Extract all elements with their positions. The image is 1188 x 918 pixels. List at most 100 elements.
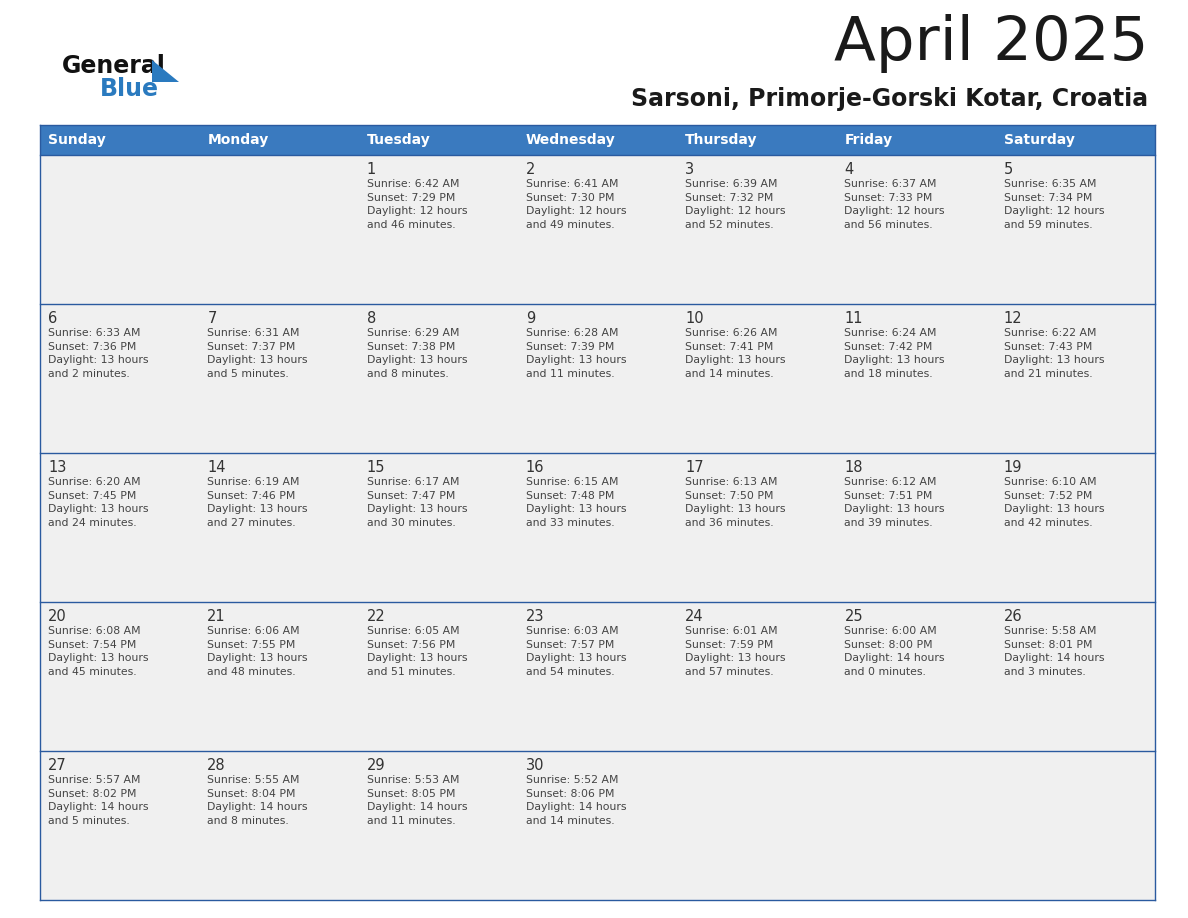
- Text: Sunrise: 5:57 AM
Sunset: 8:02 PM
Daylight: 14 hours
and 5 minutes.: Sunrise: 5:57 AM Sunset: 8:02 PM Dayligh…: [48, 775, 148, 826]
- Text: Saturday: Saturday: [1004, 133, 1075, 147]
- Text: Sunrise: 6:37 AM
Sunset: 7:33 PM
Daylight: 12 hours
and 56 minutes.: Sunrise: 6:37 AM Sunset: 7:33 PM Dayligh…: [845, 179, 944, 230]
- Bar: [40, 125, 200, 155]
- Text: Sunrise: 6:05 AM
Sunset: 7:56 PM
Daylight: 13 hours
and 51 minutes.: Sunrise: 6:05 AM Sunset: 7:56 PM Dayligh…: [367, 626, 467, 677]
- Text: 16: 16: [526, 460, 544, 475]
- Text: 23: 23: [526, 609, 544, 624]
- Bar: [40, 751, 200, 900]
- Text: Sunrise: 5:52 AM
Sunset: 8:06 PM
Daylight: 14 hours
and 14 minutes.: Sunrise: 5:52 AM Sunset: 8:06 PM Dayligh…: [526, 775, 626, 826]
- Text: 11: 11: [845, 311, 862, 326]
- Text: 30: 30: [526, 758, 544, 773]
- Text: Sunrise: 6:22 AM
Sunset: 7:43 PM
Daylight: 13 hours
and 21 minutes.: Sunrise: 6:22 AM Sunset: 7:43 PM Dayligh…: [1004, 328, 1104, 379]
- Text: Sunrise: 6:10 AM
Sunset: 7:52 PM
Daylight: 13 hours
and 42 minutes.: Sunrise: 6:10 AM Sunset: 7:52 PM Dayligh…: [1004, 477, 1104, 528]
- Text: Sunrise: 6:19 AM
Sunset: 7:46 PM
Daylight: 13 hours
and 27 minutes.: Sunrise: 6:19 AM Sunset: 7:46 PM Dayligh…: [207, 477, 308, 528]
- Bar: [836, 125, 996, 155]
- Text: 29: 29: [367, 758, 385, 773]
- Text: Sunrise: 6:15 AM
Sunset: 7:48 PM
Daylight: 13 hours
and 33 minutes.: Sunrise: 6:15 AM Sunset: 7:48 PM Dayligh…: [526, 477, 626, 528]
- Bar: [40, 304, 200, 453]
- Bar: [200, 751, 359, 900]
- Text: Sunrise: 6:00 AM
Sunset: 8:00 PM
Daylight: 14 hours
and 0 minutes.: Sunrise: 6:00 AM Sunset: 8:00 PM Dayligh…: [845, 626, 944, 677]
- Text: 21: 21: [207, 609, 226, 624]
- Text: Sunday: Sunday: [48, 133, 106, 147]
- Text: General: General: [62, 54, 166, 78]
- Bar: [359, 453, 518, 602]
- Text: Sunrise: 6:42 AM
Sunset: 7:29 PM
Daylight: 12 hours
and 46 minutes.: Sunrise: 6:42 AM Sunset: 7:29 PM Dayligh…: [367, 179, 467, 230]
- Bar: [677, 751, 836, 900]
- Bar: [359, 751, 518, 900]
- Text: 9: 9: [526, 311, 535, 326]
- Text: Sunrise: 6:20 AM
Sunset: 7:45 PM
Daylight: 13 hours
and 24 minutes.: Sunrise: 6:20 AM Sunset: 7:45 PM Dayligh…: [48, 477, 148, 528]
- Bar: [200, 125, 359, 155]
- Text: 22: 22: [367, 609, 385, 624]
- Text: Tuesday: Tuesday: [367, 133, 430, 147]
- Bar: [518, 602, 677, 751]
- Text: 15: 15: [367, 460, 385, 475]
- Text: 24: 24: [685, 609, 703, 624]
- Text: 4: 4: [845, 162, 854, 177]
- Text: 28: 28: [207, 758, 226, 773]
- Bar: [359, 155, 518, 304]
- Bar: [200, 155, 359, 304]
- Text: April 2025: April 2025: [834, 14, 1148, 73]
- Bar: [359, 125, 518, 155]
- Bar: [677, 602, 836, 751]
- Text: 26: 26: [1004, 609, 1023, 624]
- Text: Sunrise: 6:08 AM
Sunset: 7:54 PM
Daylight: 13 hours
and 45 minutes.: Sunrise: 6:08 AM Sunset: 7:54 PM Dayligh…: [48, 626, 148, 677]
- Text: Sunrise: 6:33 AM
Sunset: 7:36 PM
Daylight: 13 hours
and 2 minutes.: Sunrise: 6:33 AM Sunset: 7:36 PM Dayligh…: [48, 328, 148, 379]
- Bar: [996, 125, 1155, 155]
- Text: 12: 12: [1004, 311, 1023, 326]
- Bar: [518, 155, 677, 304]
- Bar: [996, 155, 1155, 304]
- Bar: [518, 304, 677, 453]
- Text: Sunrise: 6:26 AM
Sunset: 7:41 PM
Daylight: 13 hours
and 14 minutes.: Sunrise: 6:26 AM Sunset: 7:41 PM Dayligh…: [685, 328, 785, 379]
- Bar: [996, 304, 1155, 453]
- Text: 7: 7: [207, 311, 216, 326]
- Text: Sunrise: 6:03 AM
Sunset: 7:57 PM
Daylight: 13 hours
and 54 minutes.: Sunrise: 6:03 AM Sunset: 7:57 PM Dayligh…: [526, 626, 626, 677]
- Bar: [996, 453, 1155, 602]
- Bar: [836, 602, 996, 751]
- Text: Sunrise: 6:13 AM
Sunset: 7:50 PM
Daylight: 13 hours
and 36 minutes.: Sunrise: 6:13 AM Sunset: 7:50 PM Dayligh…: [685, 477, 785, 528]
- Text: 6: 6: [48, 311, 57, 326]
- Text: Blue: Blue: [100, 77, 159, 101]
- Text: Sunrise: 6:39 AM
Sunset: 7:32 PM
Daylight: 12 hours
and 52 minutes.: Sunrise: 6:39 AM Sunset: 7:32 PM Dayligh…: [685, 179, 785, 230]
- Text: 10: 10: [685, 311, 703, 326]
- Text: Sunrise: 5:53 AM
Sunset: 8:05 PM
Daylight: 14 hours
and 11 minutes.: Sunrise: 5:53 AM Sunset: 8:05 PM Dayligh…: [367, 775, 467, 826]
- Text: 3: 3: [685, 162, 694, 177]
- Bar: [518, 751, 677, 900]
- Bar: [518, 453, 677, 602]
- Text: 8: 8: [367, 311, 375, 326]
- Text: Sunrise: 6:06 AM
Sunset: 7:55 PM
Daylight: 13 hours
and 48 minutes.: Sunrise: 6:06 AM Sunset: 7:55 PM Dayligh…: [207, 626, 308, 677]
- Bar: [40, 155, 200, 304]
- Bar: [836, 453, 996, 602]
- Text: Friday: Friday: [845, 133, 892, 147]
- Text: 19: 19: [1004, 460, 1022, 475]
- Text: 1: 1: [367, 162, 375, 177]
- Text: Sunrise: 6:24 AM
Sunset: 7:42 PM
Daylight: 13 hours
and 18 minutes.: Sunrise: 6:24 AM Sunset: 7:42 PM Dayligh…: [845, 328, 944, 379]
- Text: Sunrise: 5:58 AM
Sunset: 8:01 PM
Daylight: 14 hours
and 3 minutes.: Sunrise: 5:58 AM Sunset: 8:01 PM Dayligh…: [1004, 626, 1104, 677]
- Text: Sunrise: 6:31 AM
Sunset: 7:37 PM
Daylight: 13 hours
and 5 minutes.: Sunrise: 6:31 AM Sunset: 7:37 PM Dayligh…: [207, 328, 308, 379]
- Bar: [518, 125, 677, 155]
- Bar: [40, 453, 200, 602]
- Text: Sunrise: 6:28 AM
Sunset: 7:39 PM
Daylight: 13 hours
and 11 minutes.: Sunrise: 6:28 AM Sunset: 7:39 PM Dayligh…: [526, 328, 626, 379]
- Bar: [40, 602, 200, 751]
- Text: 20: 20: [48, 609, 67, 624]
- Text: Monday: Monday: [207, 133, 268, 147]
- Text: 14: 14: [207, 460, 226, 475]
- Bar: [677, 304, 836, 453]
- Text: Wednesday: Wednesday: [526, 133, 615, 147]
- Bar: [677, 155, 836, 304]
- Bar: [996, 602, 1155, 751]
- Bar: [677, 125, 836, 155]
- Text: Sunrise: 6:35 AM
Sunset: 7:34 PM
Daylight: 12 hours
and 59 minutes.: Sunrise: 6:35 AM Sunset: 7:34 PM Dayligh…: [1004, 179, 1104, 230]
- Bar: [996, 751, 1155, 900]
- Text: 27: 27: [48, 758, 67, 773]
- Text: 17: 17: [685, 460, 703, 475]
- Bar: [836, 155, 996, 304]
- Text: Sunrise: 6:12 AM
Sunset: 7:51 PM
Daylight: 13 hours
and 39 minutes.: Sunrise: 6:12 AM Sunset: 7:51 PM Dayligh…: [845, 477, 944, 528]
- Text: Sunrise: 5:55 AM
Sunset: 8:04 PM
Daylight: 14 hours
and 8 minutes.: Sunrise: 5:55 AM Sunset: 8:04 PM Dayligh…: [207, 775, 308, 826]
- Bar: [836, 751, 996, 900]
- Bar: [359, 602, 518, 751]
- Text: Sarsoni, Primorje-Gorski Kotar, Croatia: Sarsoni, Primorje-Gorski Kotar, Croatia: [631, 87, 1148, 111]
- Text: Sunrise: 6:29 AM
Sunset: 7:38 PM
Daylight: 13 hours
and 8 minutes.: Sunrise: 6:29 AM Sunset: 7:38 PM Dayligh…: [367, 328, 467, 379]
- Bar: [677, 453, 836, 602]
- Text: 25: 25: [845, 609, 862, 624]
